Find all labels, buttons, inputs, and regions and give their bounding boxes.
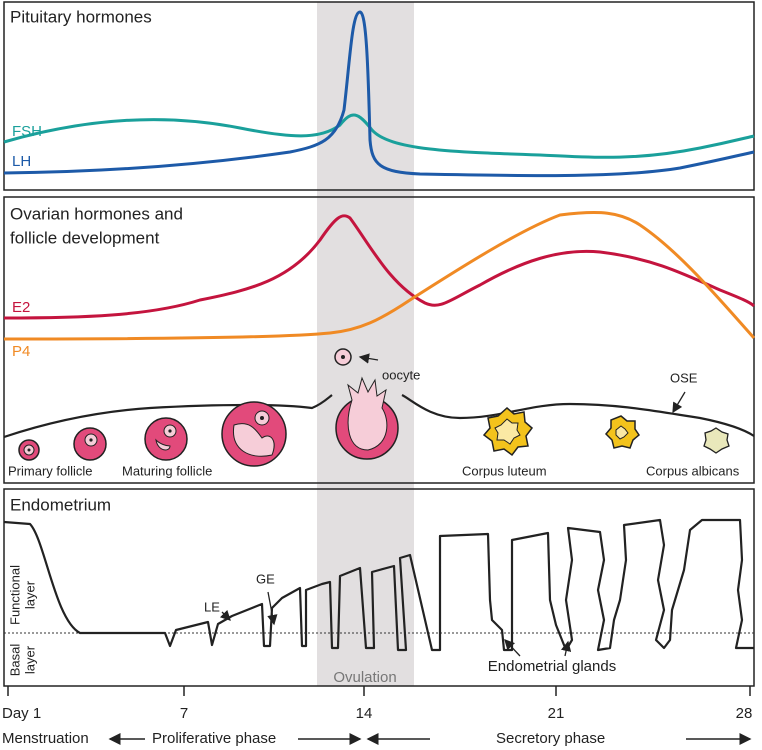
panel-title: Pituitary hormones — [10, 7, 152, 26]
panel-pituitary — [3, 1, 755, 191]
phase-label: Proliferative phase — [152, 730, 276, 747]
glands-arrow — [504, 639, 521, 657]
follicle-label: Corpus albicans — [646, 463, 740, 478]
panel-endometrium — [3, 488, 755, 687]
ge-arrow — [267, 591, 278, 626]
glands-arrow — [561, 640, 572, 657]
lh-curve — [3, 10, 755, 178]
follicle-label: Maturing follicle — [122, 463, 212, 478]
panel-title: follicle development — [10, 228, 160, 247]
fsh-curve — [3, 113, 755, 159]
lh-label: LH — [12, 153, 31, 170]
glands-label: Endometrial glands — [488, 658, 616, 675]
follicle-label: Corpus luteum — [462, 463, 547, 478]
phase-label: Menstruation — [2, 730, 89, 747]
p4-label: P4 — [12, 343, 30, 360]
follicle-label: Primary follicle — [8, 463, 93, 478]
basal-label: Basal — [7, 644, 22, 677]
endometrium-surface — [3, 518, 754, 652]
day-label: 28 — [736, 705, 753, 722]
day-ticks — [7, 686, 751, 696]
p4-curve — [3, 210, 756, 341]
le-label: LE — [204, 599, 220, 614]
panel-title: Endometrium — [10, 495, 111, 514]
day-label: 21 — [548, 705, 565, 722]
fsh-label: FSH — [12, 123, 42, 140]
day-label: 14 — [356, 705, 373, 722]
follicles — [18, 348, 730, 467]
ose-arrow — [672, 391, 686, 414]
e2-label: E2 — [12, 299, 30, 316]
oocyte-arrow — [358, 353, 379, 364]
day-label: Day 1 — [2, 705, 41, 722]
ge-label: GE — [256, 571, 275, 586]
functional-label: layer — [22, 580, 37, 609]
ovulation-band — [317, 2, 414, 686]
functional-label: Functional — [7, 565, 22, 625]
e2-curve — [3, 214, 756, 320]
le-arrow — [219, 609, 231, 621]
ose-label: OSE — [670, 370, 698, 385]
ovulation-label: Ovulation — [333, 669, 396, 686]
basal-label: layer — [22, 645, 37, 674]
ose-line — [3, 394, 755, 439]
panel-title: Ovarian hormones and — [10, 204, 183, 223]
phase-label: Secretory phase — [496, 730, 605, 747]
day-label: 7 — [180, 705, 188, 722]
oocyte-label: oocyte — [382, 367, 420, 382]
